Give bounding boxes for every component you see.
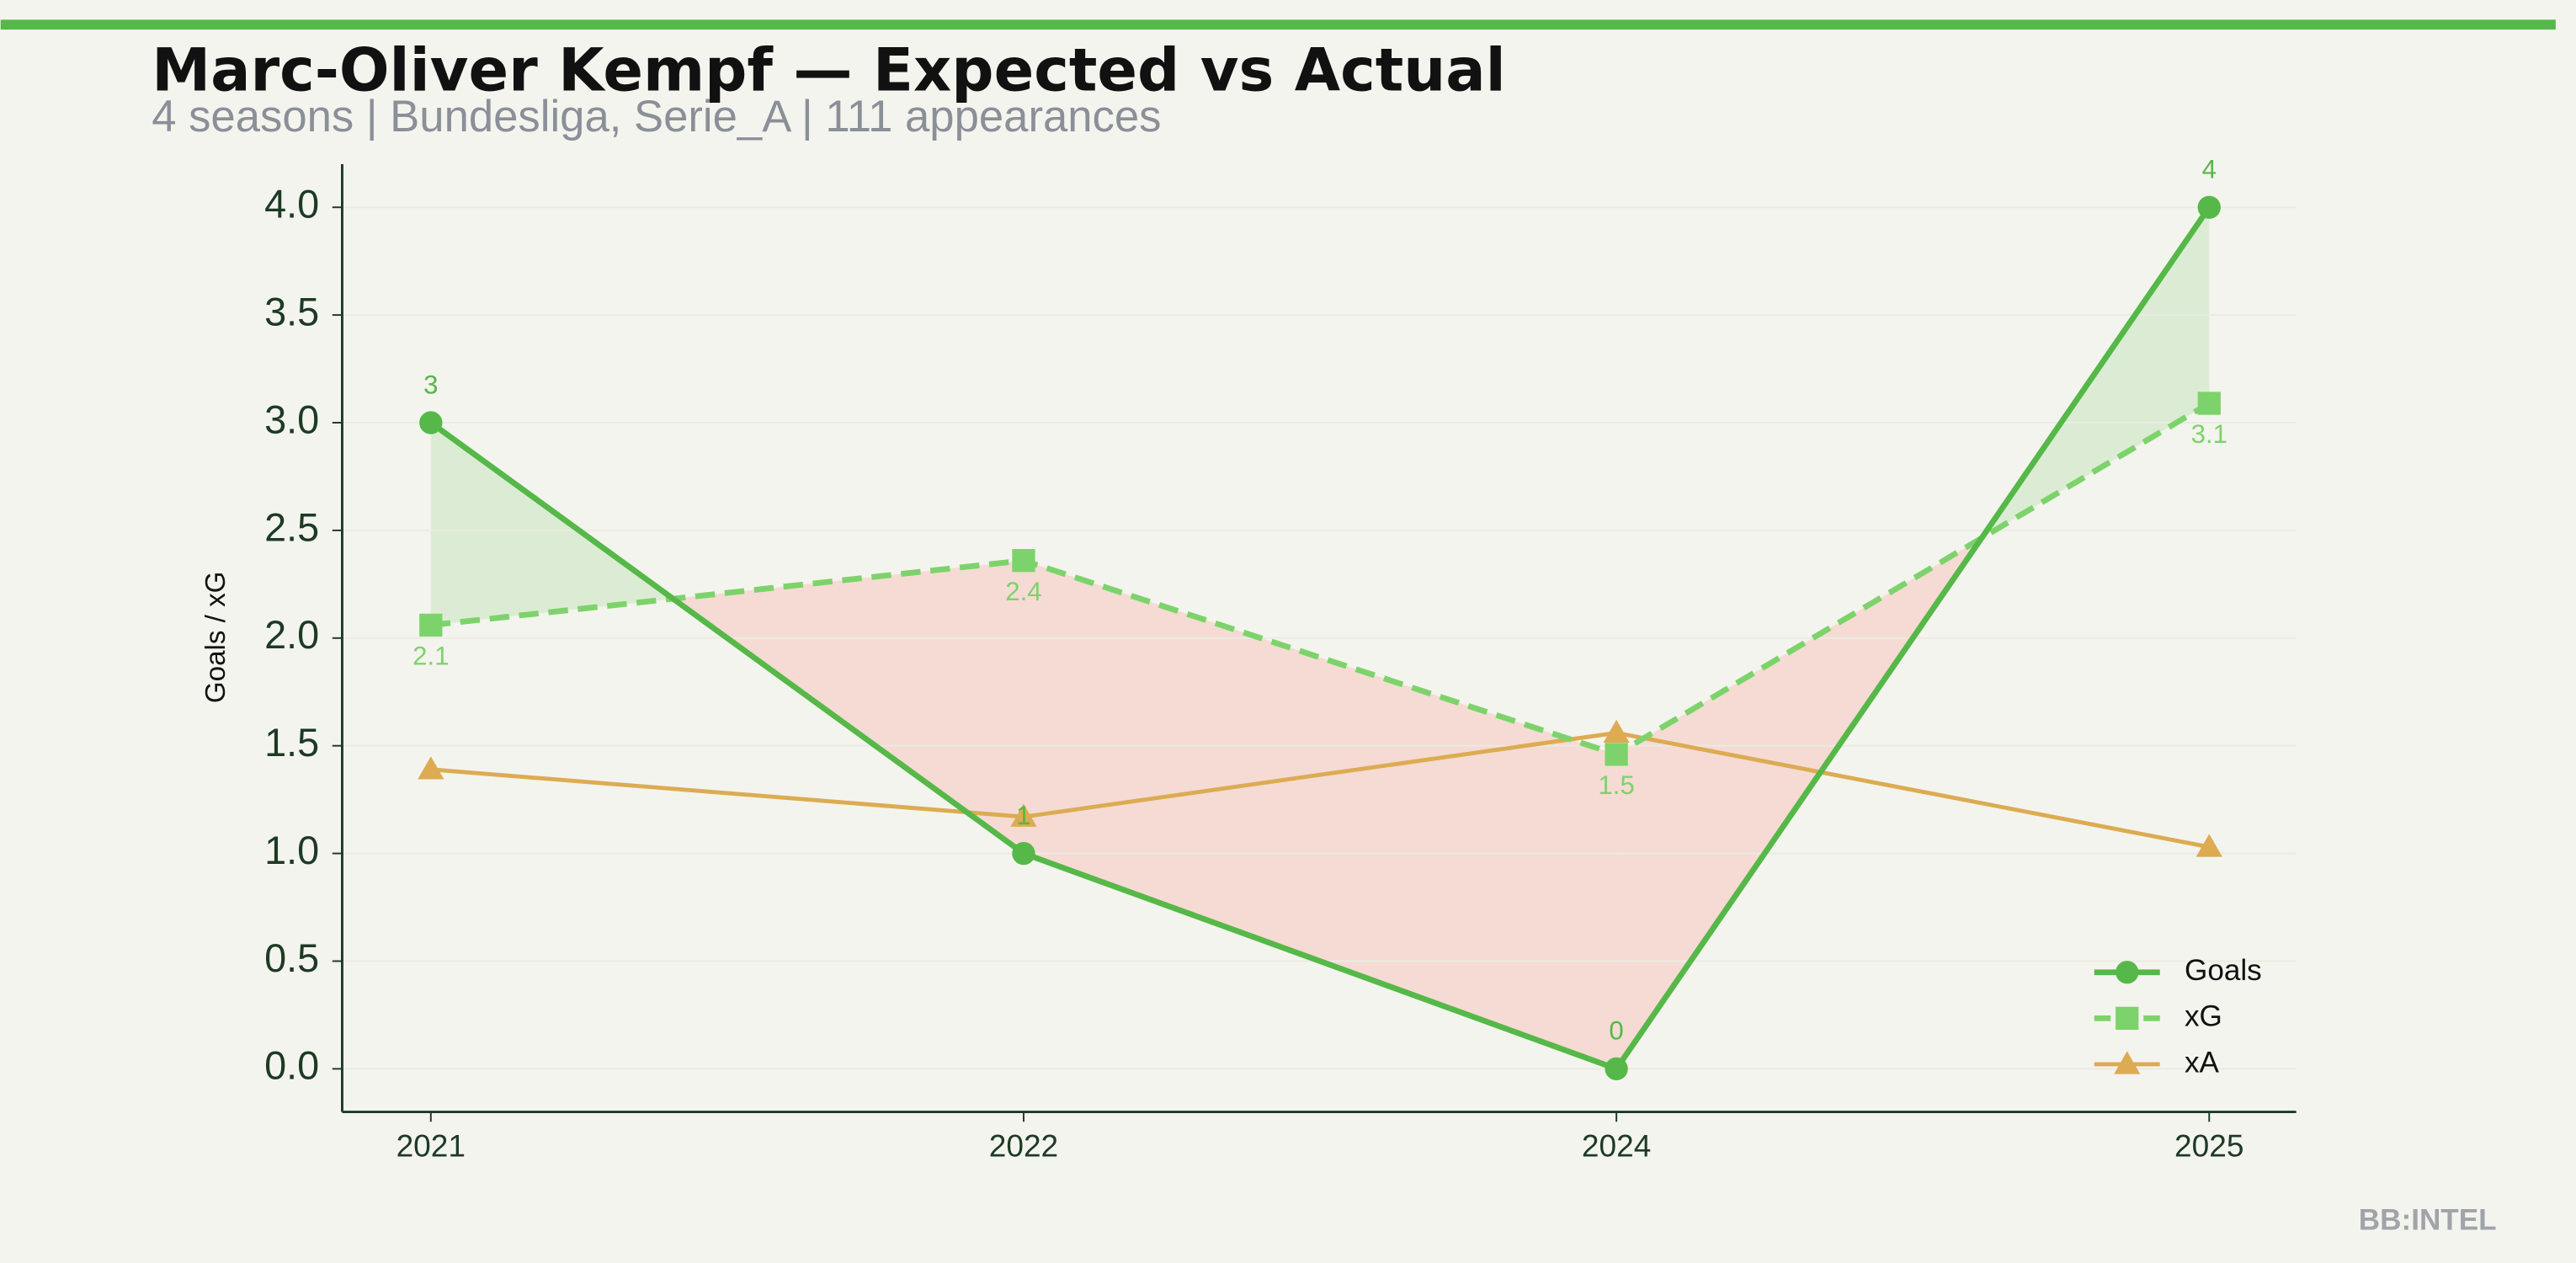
y-tick-label: 1.5 bbox=[264, 721, 319, 765]
diff-fill bbox=[1023, 560, 1617, 1069]
legend-marker bbox=[2116, 961, 2139, 984]
point bbox=[2197, 392, 2221, 415]
data-label: 3 bbox=[423, 370, 438, 399]
data-label: 1.5 bbox=[1598, 770, 1634, 800]
x-tick-label: 2025 bbox=[2174, 1127, 2243, 1163]
x-tick-label: 2021 bbox=[397, 1127, 466, 1163]
point bbox=[1605, 1057, 1628, 1081]
diff-fill bbox=[673, 560, 1024, 854]
series-line bbox=[430, 730, 2210, 850]
y-axis-label: Goals / xG bbox=[200, 572, 232, 704]
y-tick-label: 3.5 bbox=[264, 290, 319, 333]
point bbox=[1010, 803, 1037, 827]
legend-marker bbox=[2116, 1006, 2139, 1031]
data-label: 1 bbox=[1016, 801, 1030, 830]
footer: BB:INTEL bbox=[2359, 1204, 2497, 1237]
diff-fill bbox=[430, 423, 673, 626]
x-tick-label: 2024 bbox=[1582, 1127, 1651, 1163]
legend-label: Goals bbox=[2185, 954, 2262, 987]
point bbox=[419, 613, 443, 637]
series-line bbox=[428, 205, 2212, 1072]
y-tick-label: 2.5 bbox=[264, 505, 319, 549]
y-tick-label: 3.0 bbox=[264, 397, 319, 441]
legend-label: xA bbox=[2185, 1046, 2220, 1079]
series-line bbox=[430, 401, 2211, 758]
data-label: 2.1 bbox=[412, 642, 449, 671]
point bbox=[2195, 834, 2222, 857]
y-tick-label: 4.0 bbox=[264, 183, 319, 226]
x-tick-label: 2022 bbox=[989, 1127, 1058, 1163]
point bbox=[1603, 719, 1630, 743]
y-tick-label: 1.0 bbox=[264, 829, 319, 872]
y-tick-label: 0.5 bbox=[264, 936, 319, 980]
legend-label: xG bbox=[2185, 1000, 2222, 1033]
data-label: 4 bbox=[2202, 155, 2217, 184]
y-tick-label: 2.0 bbox=[264, 613, 319, 657]
data-label: 2.4 bbox=[1005, 577, 1041, 606]
data-label: 0 bbox=[1609, 1016, 1623, 1046]
chart-title: Marc-Oliver Kempf — Expected vs Actual bbox=[152, 35, 1506, 104]
y-tick-label: 0.0 bbox=[264, 1044, 319, 1088]
point bbox=[1012, 549, 1035, 573]
point bbox=[2197, 195, 2221, 219]
top-bar bbox=[0, 19, 2556, 30]
chart-subtitle: 4 seasons | Bundesliga, Serie_A | 111 ap… bbox=[152, 92, 1161, 141]
point bbox=[418, 756, 444, 780]
data-label: 3.1 bbox=[2191, 419, 2227, 449]
point bbox=[1605, 743, 1628, 766]
legend-marker bbox=[2114, 1051, 2141, 1074]
point bbox=[1012, 841, 1035, 866]
point bbox=[419, 411, 443, 434]
